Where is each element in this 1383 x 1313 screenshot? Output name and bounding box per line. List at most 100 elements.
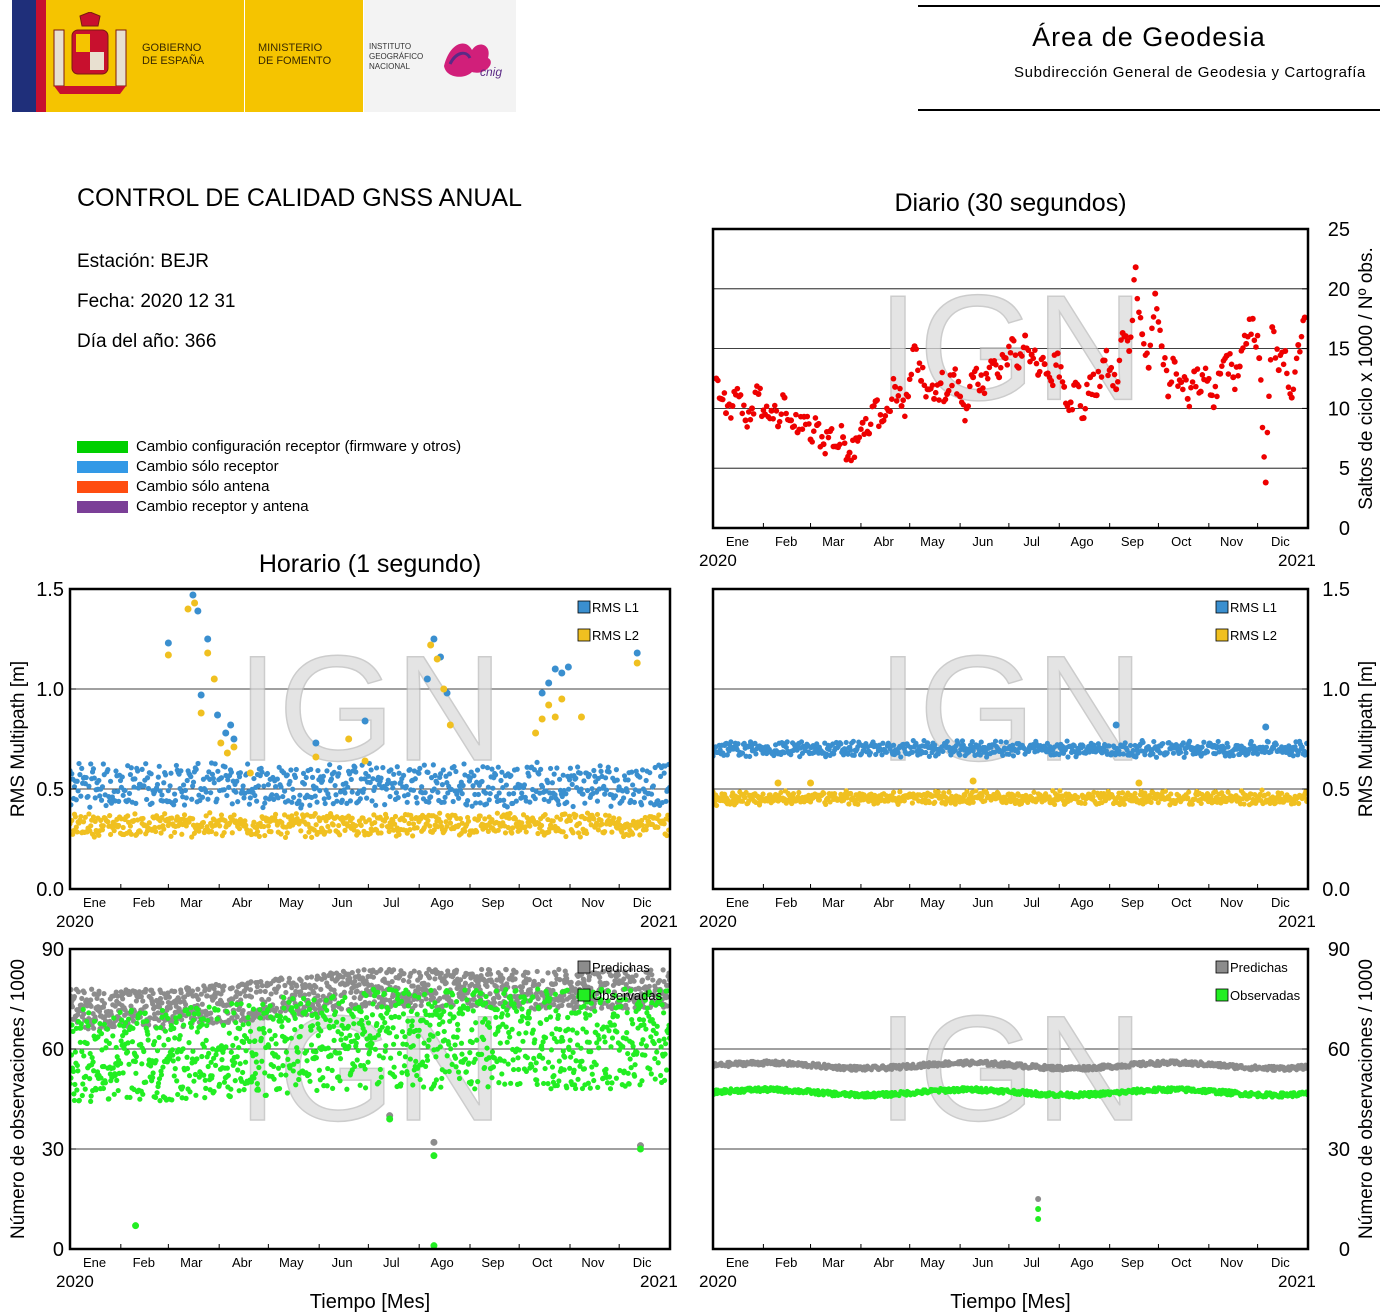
data-point <box>195 986 201 992</box>
data-point <box>293 811 299 817</box>
data-point <box>584 830 590 837</box>
data-point <box>973 365 980 372</box>
data-point <box>521 782 528 788</box>
data-point <box>1046 374 1053 381</box>
data-point <box>143 761 149 767</box>
data-point <box>1170 750 1177 756</box>
data-point <box>1184 395 1191 402</box>
data-point <box>209 1073 215 1079</box>
data-point <box>459 820 465 826</box>
data-point <box>199 1021 205 1027</box>
data-point <box>532 796 538 802</box>
data-point <box>129 1039 136 1045</box>
data-point <box>550 818 556 824</box>
data-point <box>1137 314 1144 321</box>
data-point <box>70 1028 76 1034</box>
data-point <box>908 371 915 378</box>
plot-area <box>713 264 1308 486</box>
data-point <box>1160 741 1166 747</box>
data-point <box>1014 363 1020 369</box>
data-point <box>177 1032 183 1039</box>
data-point <box>370 974 377 980</box>
data-point <box>353 769 359 775</box>
data-point <box>502 830 509 836</box>
data-point <box>380 765 386 771</box>
data-point <box>72 1049 79 1055</box>
data-point <box>1243 340 1250 347</box>
data-point <box>236 1088 242 1094</box>
data-point <box>523 980 529 986</box>
outlier-point <box>433 655 441 663</box>
data-point <box>573 812 579 818</box>
data-point <box>715 377 721 384</box>
data-point <box>1006 343 1012 350</box>
data-point <box>189 988 196 994</box>
data-point <box>742 417 749 424</box>
data-point <box>91 1018 98 1024</box>
data-point <box>132 1058 139 1065</box>
data-point <box>367 991 374 998</box>
data-point <box>218 812 225 818</box>
data-point <box>179 1095 185 1101</box>
legend-swatch <box>577 600 591 614</box>
data-point <box>284 830 290 836</box>
data-point <box>91 834 97 840</box>
data-point <box>224 792 230 799</box>
data-point <box>745 409 752 415</box>
data-point <box>1065 754 1071 760</box>
data-point <box>816 797 823 803</box>
data-point <box>822 450 828 457</box>
data-point <box>186 1040 192 1046</box>
plot-frame <box>68 587 672 891</box>
data-point <box>308 1042 315 1048</box>
legend-swatch <box>77 481 128 493</box>
data-point <box>123 1030 129 1036</box>
data-point <box>178 990 184 996</box>
data-point <box>883 749 890 755</box>
data-point <box>413 794 419 801</box>
data-point <box>1253 344 1259 350</box>
data-point <box>307 1078 313 1084</box>
data-point <box>233 993 239 1000</box>
data-point <box>159 792 165 798</box>
data-point <box>224 1065 230 1071</box>
data-point <box>277 1013 284 1020</box>
data-point <box>493 984 499 990</box>
data-point <box>130 1025 136 1031</box>
data-point <box>511 790 517 797</box>
data-point <box>1003 739 1009 745</box>
data-point <box>551 1001 557 1008</box>
data-point <box>232 1078 238 1084</box>
data-point <box>1000 752 1006 758</box>
outlier-point <box>545 679 553 687</box>
data-point <box>203 813 209 819</box>
data-point <box>1174 743 1180 749</box>
data-point <box>258 979 264 985</box>
data-point <box>895 393 902 399</box>
data-point <box>159 1007 166 1014</box>
data-point <box>75 1068 81 1074</box>
outlier-point <box>361 717 369 725</box>
data-point <box>819 433 825 440</box>
data-point <box>810 428 817 435</box>
data-point <box>947 372 954 378</box>
data-point <box>248 1079 255 1085</box>
data-point <box>1033 360 1040 367</box>
data-point <box>631 978 637 984</box>
data-point <box>145 785 152 792</box>
data-point <box>577 834 583 840</box>
data-point <box>418 973 424 979</box>
data-point <box>534 968 540 975</box>
data-point <box>957 752 963 758</box>
data-point <box>425 982 431 988</box>
data-point <box>586 974 592 980</box>
data-point <box>944 738 950 745</box>
data-point <box>159 1014 165 1020</box>
data-point <box>190 816 196 822</box>
data-point <box>573 775 579 781</box>
data-point <box>206 1004 212 1010</box>
legend-label: RMS L2 <box>592 628 639 643</box>
data-point <box>378 775 384 781</box>
data-point <box>405 791 411 798</box>
data-point <box>1059 379 1066 385</box>
